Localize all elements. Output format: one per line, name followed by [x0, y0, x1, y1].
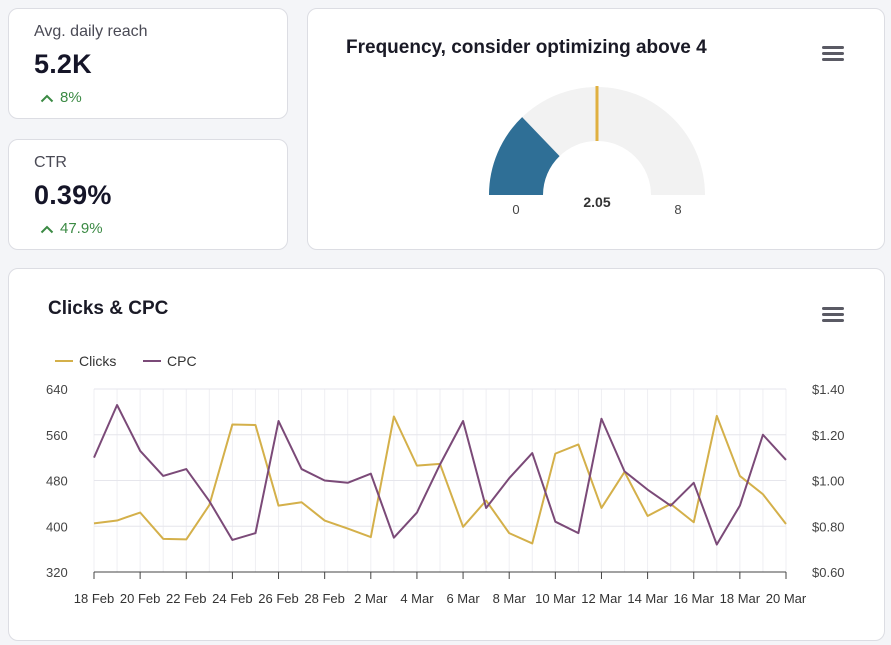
gauge-chart: 0 8 2.05	[489, 86, 705, 217]
legend-swatch-clicks	[55, 360, 73, 362]
kpi-card-reach: Avg. daily reach 5.2K 8%	[8, 8, 288, 119]
gauge-max-label: 8	[674, 202, 681, 217]
menu-bar-icon	[822, 319, 844, 322]
gauge-card: Frequency, consider optimizing above 4 0…	[307, 8, 885, 250]
legend-swatch-cpc	[143, 360, 161, 362]
menu-bar-icon	[822, 307, 844, 310]
legend-item-cpc[interactable]: CPC	[143, 353, 197, 369]
gauge-title: Frequency, consider optimizing above 4	[346, 37, 707, 58]
arrow-up-icon	[40, 94, 54, 102]
menu-bar-icon	[822, 313, 844, 316]
kpi-ctr-delta-value: 47.9%	[60, 220, 103, 237]
kpi-reach-delta: 8%	[40, 89, 82, 106]
menu-bar-icon	[822, 58, 844, 61]
kpi-ctr-label: CTR	[34, 154, 67, 171]
menu-bar-icon	[822, 52, 844, 55]
kpi-card-ctr: CTR 0.39% 47.9%	[8, 139, 288, 250]
kpi-reach-value: 5.2K	[34, 49, 92, 79]
line-chart-card: Clicks & CPC Clicks CPC	[8, 268, 885, 641]
kpi-reach-label: Avg. daily reach	[34, 23, 148, 40]
kpi-ctr-delta: 47.9%	[40, 220, 103, 237]
gauge-menu-button[interactable]	[822, 46, 844, 66]
legend-label-clicks: Clicks	[79, 353, 117, 369]
gauge-min-label: 0	[512, 202, 519, 217]
legend-label-cpc: CPC	[167, 353, 197, 369]
gauge-value-label: 2.05	[583, 194, 610, 210]
menu-bar-icon	[822, 46, 844, 49]
legend-item-clicks[interactable]: Clicks	[55, 353, 116, 369]
arrow-up-icon	[40, 225, 54, 233]
gauge-value-arc	[489, 117, 560, 195]
line-chart-menu-button[interactable]	[822, 307, 844, 327]
kpi-ctr-value: 0.39%	[34, 180, 112, 210]
kpi-reach-delta-value: 8%	[60, 89, 82, 106]
line-chart-title: Clicks & CPC	[48, 298, 169, 319]
